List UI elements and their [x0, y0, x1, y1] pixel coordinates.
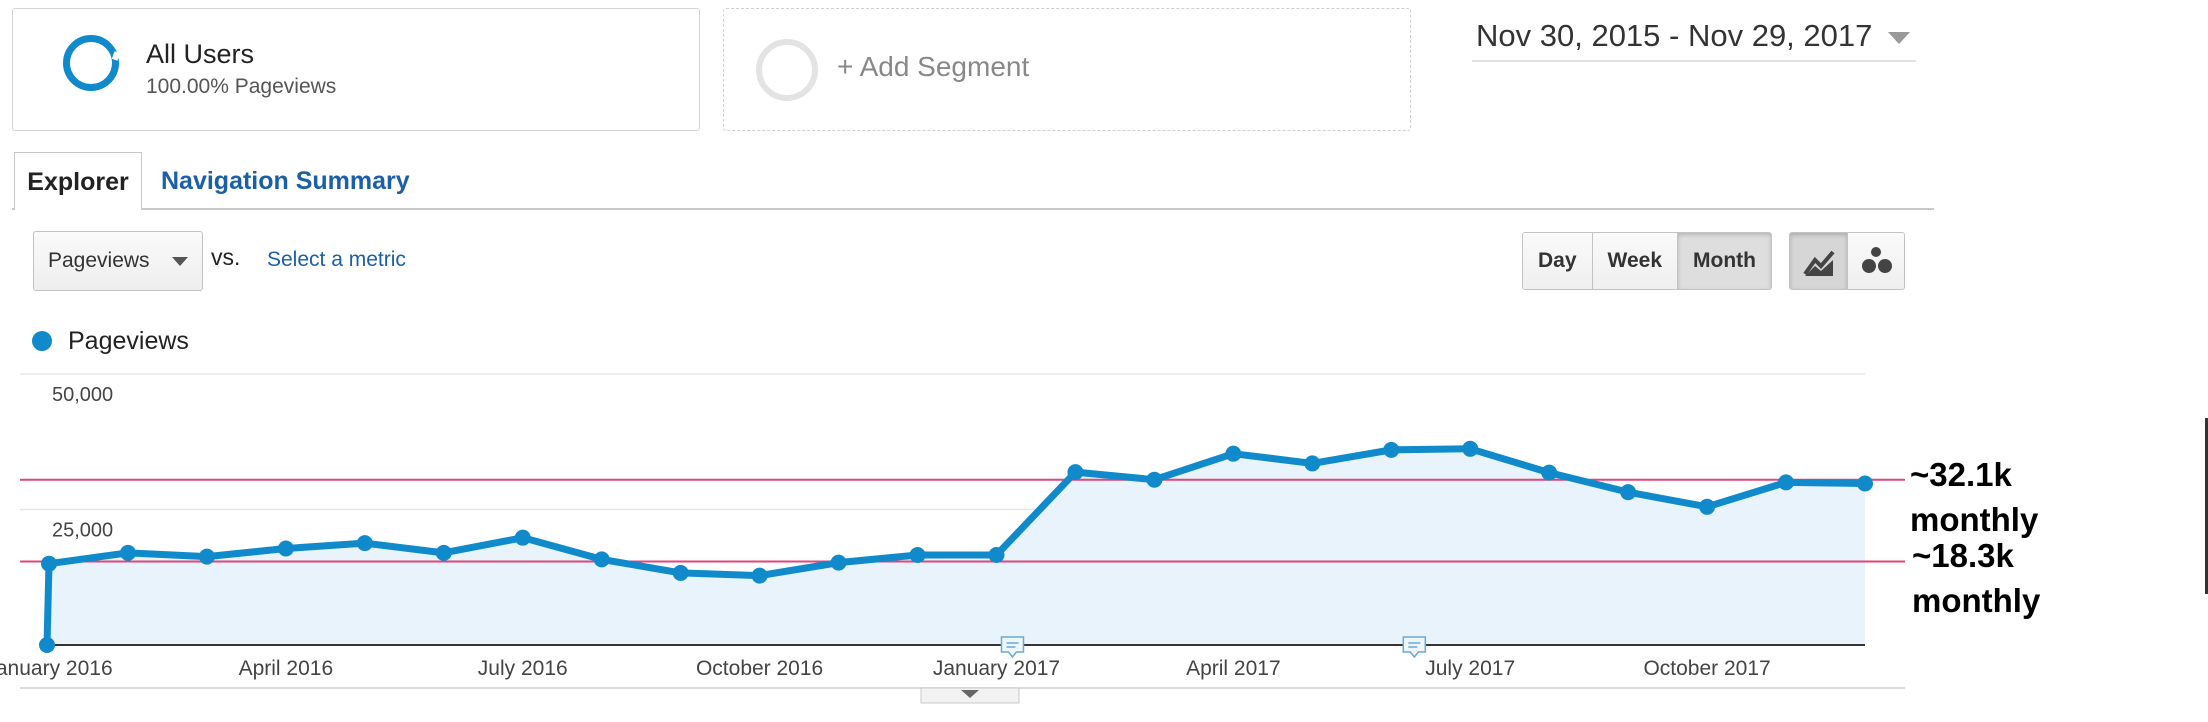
data-point-20	[1541, 464, 1558, 481]
line-chart-icon	[1803, 250, 1835, 276]
segment-name: All Users	[146, 39, 255, 69]
annotation-flag-icon[interactable]	[1000, 636, 1025, 659]
data-point-10	[751, 567, 768, 584]
segment-donut-icon	[63, 35, 119, 91]
period-toggle-group: Day Week Month	[1522, 232, 1772, 290]
day-button[interactable]: Day	[1523, 233, 1593, 289]
segment-detail: 100.00% Pageviews	[146, 75, 337, 98]
data-point-22	[1699, 498, 1716, 515]
data-point-6	[435, 544, 452, 561]
annotation-high-unit: monthly	[1910, 501, 2039, 538]
x-tick-label-0: January 2016	[0, 657, 113, 680]
vs-label: vs.	[211, 244, 241, 270]
data-point-24	[1857, 475, 1873, 492]
data-point-1	[41, 555, 57, 572]
data-point-3	[198, 548, 215, 565]
x-tick-label-5: April 2017	[1186, 657, 1281, 680]
data-point-8	[593, 551, 610, 568]
data-point-15	[1146, 471, 1163, 488]
tab-navigation-summary[interactable]: Navigation Summary	[161, 167, 410, 195]
data-point-21	[1620, 484, 1637, 501]
data-point-12	[909, 547, 926, 564]
data-point-2	[119, 544, 136, 561]
annotation-low: ~18.3k monthly	[1912, 533, 2040, 623]
data-point-19	[1462, 440, 1479, 457]
month-button[interactable]: Month	[1678, 233, 1771, 289]
metric-select-value: Pageviews	[48, 249, 150, 272]
chevron-down-icon	[961, 690, 979, 698]
data-point-7	[514, 529, 531, 546]
segment-card-all-users[interactable]: All Users 100.00% Pageviews	[12, 8, 700, 131]
add-segment-button[interactable]: + Add Segment	[723, 8, 1411, 131]
data-point-23	[1778, 474, 1795, 491]
data-point-11	[830, 554, 847, 571]
tab-explorer[interactable]: Explorer	[14, 152, 142, 213]
annotation-low-value: ~18.3k	[1912, 537, 2014, 574]
legend-series-marker	[32, 331, 52, 351]
line-chart-button[interactable]	[1790, 233, 1848, 289]
tab-bar-divider	[12, 208, 1934, 210]
legend-series-label: Pageviews	[68, 327, 189, 355]
data-point-5	[356, 535, 373, 552]
data-point-14	[1067, 464, 1084, 481]
x-tick-label-2: July 2016	[478, 657, 568, 680]
x-tick-label-6: July 2017	[1425, 657, 1515, 680]
chevron-down-icon	[1888, 32, 1910, 44]
week-button[interactable]: Week	[1592, 233, 1679, 289]
x-tick-label-1: April 2016	[239, 657, 334, 680]
annotation-flag-icon[interactable]	[1402, 636, 1427, 659]
data-point-0	[39, 637, 55, 653]
annotation-high-value: ~32.1k	[1910, 456, 2012, 493]
data-point-18	[1383, 441, 1400, 458]
add-segment-label: + Add Segment	[837, 51, 1030, 82]
data-point-13	[988, 547, 1005, 564]
data-point-16	[1225, 445, 1242, 462]
motion-chart-button[interactable]	[1848, 233, 1904, 289]
motion-chart-icon	[1862, 247, 1892, 273]
scrollbar-edge	[2205, 418, 2208, 594]
date-range-text: Nov 30, 2015 - Nov 29, 2017	[1476, 18, 1873, 53]
chevron-down-icon	[172, 257, 188, 266]
y-tick-label-0: 50,000	[52, 384, 113, 406]
data-point-4	[277, 540, 294, 557]
chart-type-toggle-group	[1789, 232, 1905, 290]
data-point-9	[672, 564, 689, 581]
annotation-low-unit: monthly	[1912, 582, 2041, 619]
x-tick-label-4: January 2017	[933, 657, 1060, 680]
expand-annotations-handle[interactable]	[920, 687, 1020, 704]
data-point-17	[1304, 455, 1321, 472]
series-area	[47, 448, 1865, 645]
empty-segment-icon	[756, 39, 818, 101]
annotation-high: ~32.1k monthly	[1910, 452, 2038, 542]
y-tick-label-1: 25,000	[52, 520, 113, 542]
select-metric-link[interactable]: Select a metric	[267, 248, 406, 271]
x-tick-label-3: October 2016	[696, 657, 823, 680]
date-range-picker[interactable]: Nov 30, 2015 - Nov 29, 2017	[1472, 16, 1916, 62]
metric-select[interactable]: Pageviews	[33, 231, 203, 291]
x-tick-label-7: October 2017	[1643, 657, 1770, 680]
